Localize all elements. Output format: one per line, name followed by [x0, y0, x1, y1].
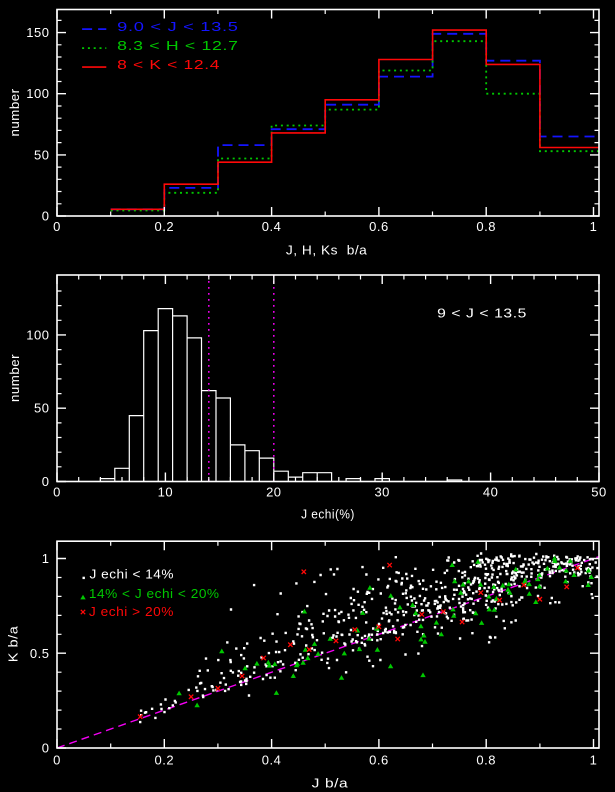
- svg-text:number: number: [7, 354, 22, 402]
- svg-text:0: 0: [42, 741, 50, 756]
- svg-text:J, H, Ks b/a: J, H, Ks b/a: [286, 243, 368, 258]
- svg-text:0.6: 0.6: [369, 219, 389, 234]
- svg-text:1: 1: [590, 752, 598, 767]
- svg-text:9 < J < 13.5: 9 < J < 13.5: [437, 306, 527, 321]
- svg-text:0.8: 0.8: [476, 219, 496, 234]
- svg-text:0.4: 0.4: [262, 219, 282, 234]
- svg-text:8.3 < H < 12.7: 8.3 < H < 12.7: [117, 38, 239, 53]
- svg-text:8 < K < 12.4: 8 < K < 12.4: [117, 57, 220, 72]
- svg-text:0.6: 0.6: [369, 752, 389, 767]
- svg-text:0.5: 0.5: [30, 646, 50, 661]
- svg-text:20: 20: [266, 485, 281, 500]
- svg-text:number: number: [7, 88, 22, 136]
- svg-text:J echi(%): J echi(%): [301, 507, 355, 522]
- svg-text:0.2: 0.2: [155, 219, 175, 234]
- svg-text:0: 0: [53, 485, 61, 500]
- svg-text:0.4: 0.4: [262, 752, 282, 767]
- svg-text:1: 1: [590, 219, 598, 234]
- svg-text:30: 30: [374, 485, 389, 500]
- svg-text:0: 0: [42, 474, 50, 489]
- svg-text:50: 50: [591, 485, 606, 500]
- svg-text:100: 100: [26, 86, 49, 101]
- svg-text:14% < J echi < 20%: 14% < J echi < 20%: [89, 586, 220, 601]
- svg-text:J b/a: J b/a: [312, 776, 349, 791]
- svg-text:50: 50: [34, 147, 49, 162]
- svg-text:0: 0: [53, 219, 61, 234]
- svg-text:40: 40: [483, 485, 498, 500]
- svg-text:0: 0: [42, 209, 50, 224]
- svg-text:0.2: 0.2: [155, 752, 175, 767]
- svg-text:1: 1: [42, 551, 50, 566]
- svg-text:9.0 < J < 13.5: 9.0 < J < 13.5: [117, 19, 238, 34]
- svg-text:50: 50: [34, 401, 49, 416]
- svg-text:150: 150: [26, 25, 49, 40]
- svg-text:10: 10: [158, 485, 173, 500]
- svg-text:0: 0: [53, 752, 61, 767]
- svg-text:100: 100: [26, 327, 49, 342]
- svg-text:0.8: 0.8: [476, 752, 496, 767]
- svg-text:J echi > 20%: J echi > 20%: [89, 604, 174, 619]
- svg-text:J echi < 14%: J echi < 14%: [90, 567, 175, 582]
- svg-text:K b/a: K b/a: [6, 625, 21, 662]
